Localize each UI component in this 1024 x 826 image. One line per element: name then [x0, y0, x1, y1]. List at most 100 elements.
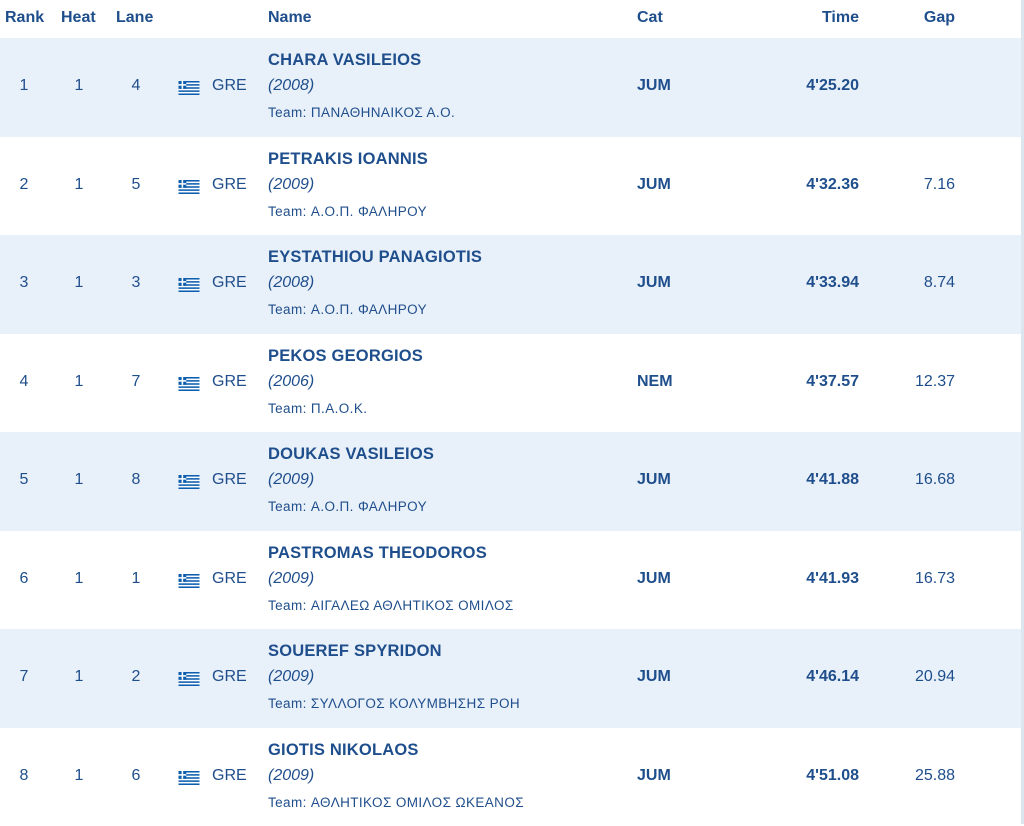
heat-cell: 1 — [75, 668, 84, 686]
time-cell: 4'33.94 — [806, 274, 859, 292]
athlete-name[interactable]: PEKOS GEORGIOS — [268, 347, 423, 366]
table-row[interactable]: 1 1 4 GRE CHARA VASILEIOS (2008) Team: Π… — [0, 38, 1021, 137]
greece-flag-icon — [177, 180, 201, 194]
time-cell: 4'32.36 — [806, 176, 859, 194]
lane-cell: 2 — [132, 668, 141, 686]
category-cell: JUM — [637, 274, 671, 292]
greece-flag-icon — [177, 278, 201, 292]
greece-flag-icon — [177, 81, 201, 95]
team-name: Team: Α.Ο.Π. ΦΑΛΗΡΟΥ — [268, 499, 427, 514]
nation-code: GRE — [212, 176, 247, 194]
rank-cell: 6 — [18, 570, 30, 588]
team-name: Team: Α.Ο.Π. ΦΑΛΗΡΟΥ — [268, 302, 427, 317]
table-row[interactable]: 4 1 7 GRE PEKOS GEORGIOS (2006) Team: Π.… — [0, 334, 1021, 433]
time-cell: 4'37.57 — [806, 373, 859, 391]
category-cell: NEM — [637, 373, 673, 391]
nation-code: GRE — [212, 77, 247, 95]
lane-header[interactable]: Lane — [116, 9, 153, 27]
lane-cell: 3 — [132, 274, 141, 292]
birth-year: (2006) — [268, 373, 314, 391]
greece-flag-icon — [177, 377, 201, 391]
team-name: Team: Π.Α.Ο.Κ. — [268, 401, 367, 416]
category-cell: JUM — [637, 767, 671, 785]
nation-code: GRE — [212, 767, 247, 785]
lane-cell: 6 — [132, 767, 141, 785]
table-row[interactable]: 3 1 3 GRE EYSTATHIOU PANAGIOTIS (2008) T… — [0, 235, 1021, 334]
rank-cell: 2 — [18, 176, 30, 194]
athlete-name[interactable]: DOUKAS VASILEIOS — [268, 445, 434, 464]
greece-flag-icon — [177, 475, 201, 489]
rank-cell: 8 — [18, 767, 30, 785]
category-cell: JUM — [637, 176, 671, 194]
gap-cell: 8.74 — [924, 274, 955, 292]
heat-cell: 1 — [75, 176, 84, 194]
lane-cell: 8 — [132, 471, 141, 489]
heat-cell: 1 — [75, 570, 84, 588]
lane-cell: 4 — [132, 77, 141, 95]
birth-year: (2009) — [268, 668, 314, 686]
birth-year: (2008) — [268, 77, 314, 95]
cat-header[interactable]: Cat — [637, 9, 663, 27]
greece-flag-icon — [177, 771, 201, 785]
nation-code: GRE — [212, 471, 247, 489]
athlete-name[interactable]: GIOTIS NIKOLAOS — [268, 741, 419, 760]
time-cell: 4'51.08 — [806, 767, 859, 785]
gap-cell: 12.37 — [915, 373, 955, 391]
rank-cell: 3 — [18, 274, 30, 292]
athlete-name[interactable]: PASTROMAS THEODOROS — [268, 544, 487, 563]
gap-cell: 16.73 — [915, 570, 955, 588]
nation-code: GRE — [212, 274, 247, 292]
rank-cell: 4 — [18, 373, 30, 391]
heat-cell: 1 — [75, 471, 84, 489]
athlete-name[interactable]: CHARA VASILEIOS — [268, 51, 421, 70]
birth-year: (2009) — [268, 570, 314, 588]
team-name: Team: ΑΙΓΑΛΕΩ ΑΘΛΗΤΙΚΟΣ ΟΜΙΛΟΣ — [268, 598, 514, 613]
table-row[interactable]: 5 1 8 GRE DOUKAS VASILEIOS (2009) Team: … — [0, 432, 1021, 531]
team-name: Team: Α.Ο.Π. ΦΑΛΗΡΟΥ — [268, 204, 427, 219]
athlete-name[interactable]: PETRAKIS IOANNIS — [268, 150, 428, 169]
rank-cell: 1 — [18, 77, 30, 95]
rank-cell: 7 — [18, 668, 30, 686]
time-cell: 4'41.93 — [806, 570, 859, 588]
lane-cell: 5 — [132, 176, 141, 194]
gap-cell: 16.68 — [915, 471, 955, 489]
gap-cell: 7.16 — [924, 176, 955, 194]
table-row[interactable]: 7 1 2 GRE SOUEREF SPYRIDON (2009) Team: … — [0, 629, 1021, 728]
birth-year: (2009) — [268, 767, 314, 785]
birth-year: (2009) — [268, 471, 314, 489]
birth-year: (2009) — [268, 176, 314, 194]
time-header[interactable]: Time — [822, 9, 859, 27]
lane-cell: 7 — [132, 373, 141, 391]
category-cell: JUM — [637, 570, 671, 588]
table-row[interactable]: 8 1 6 GRE GIOTIS NIKOLAOS (2009) Team: Α… — [0, 728, 1021, 826]
nation-code: GRE — [212, 668, 247, 686]
team-name: Team: ΣΥΛΛΟΓΟΣ ΚΟΛΥΜΒΗΣΗΣ ΡΟΗ — [268, 696, 520, 711]
table-row[interactable]: 2 1 5 GRE PETRAKIS IOANNIS (2009) Team: … — [0, 137, 1021, 236]
category-cell: JUM — [637, 77, 671, 95]
heat-cell: 1 — [75, 77, 84, 95]
birth-year: (2008) — [268, 274, 314, 292]
time-cell: 4'46.14 — [806, 668, 859, 686]
time-cell: 4'41.88 — [806, 471, 859, 489]
results-table-body: 1 1 4 GRE CHARA VASILEIOS (2008) Team: Π… — [0, 38, 1021, 826]
lane-cell: 1 — [132, 570, 141, 588]
heat-cell: 1 — [75, 767, 84, 785]
rank-header[interactable]: Rank — [5, 9, 44, 27]
heat-header[interactable]: Heat — [61, 9, 96, 27]
nation-code: GRE — [212, 570, 247, 588]
heat-cell: 1 — [75, 274, 84, 292]
gap-cell: 25.88 — [915, 767, 955, 785]
results-table-header: Rank Heat Lane Name Cat Time Gap — [0, 0, 1021, 39]
athlete-name[interactable]: EYSTATHIOU PANAGIOTIS — [268, 248, 482, 267]
team-name: Team: ΠΑΝΑΘΗΝΑΙΚΟΣ Α.Ο. — [268, 105, 455, 120]
gap-header[interactable]: Gap — [924, 9, 955, 27]
category-cell: JUM — [637, 471, 671, 489]
nation-code: GRE — [212, 373, 247, 391]
greece-flag-icon — [177, 672, 201, 686]
table-row[interactable]: 6 1 1 GRE PASTROMAS THEODOROS (2009) Tea… — [0, 531, 1021, 630]
team-name: Team: ΑΘΛΗΤΙΚΟΣ ΟΜΙΛΟΣ ΩΚΕΑΝΟΣ — [268, 795, 524, 810]
time-cell: 4'25.20 — [806, 77, 859, 95]
heat-cell: 1 — [75, 373, 84, 391]
athlete-name[interactable]: SOUEREF SPYRIDON — [268, 642, 442, 661]
name-header[interactable]: Name — [268, 9, 312, 27]
